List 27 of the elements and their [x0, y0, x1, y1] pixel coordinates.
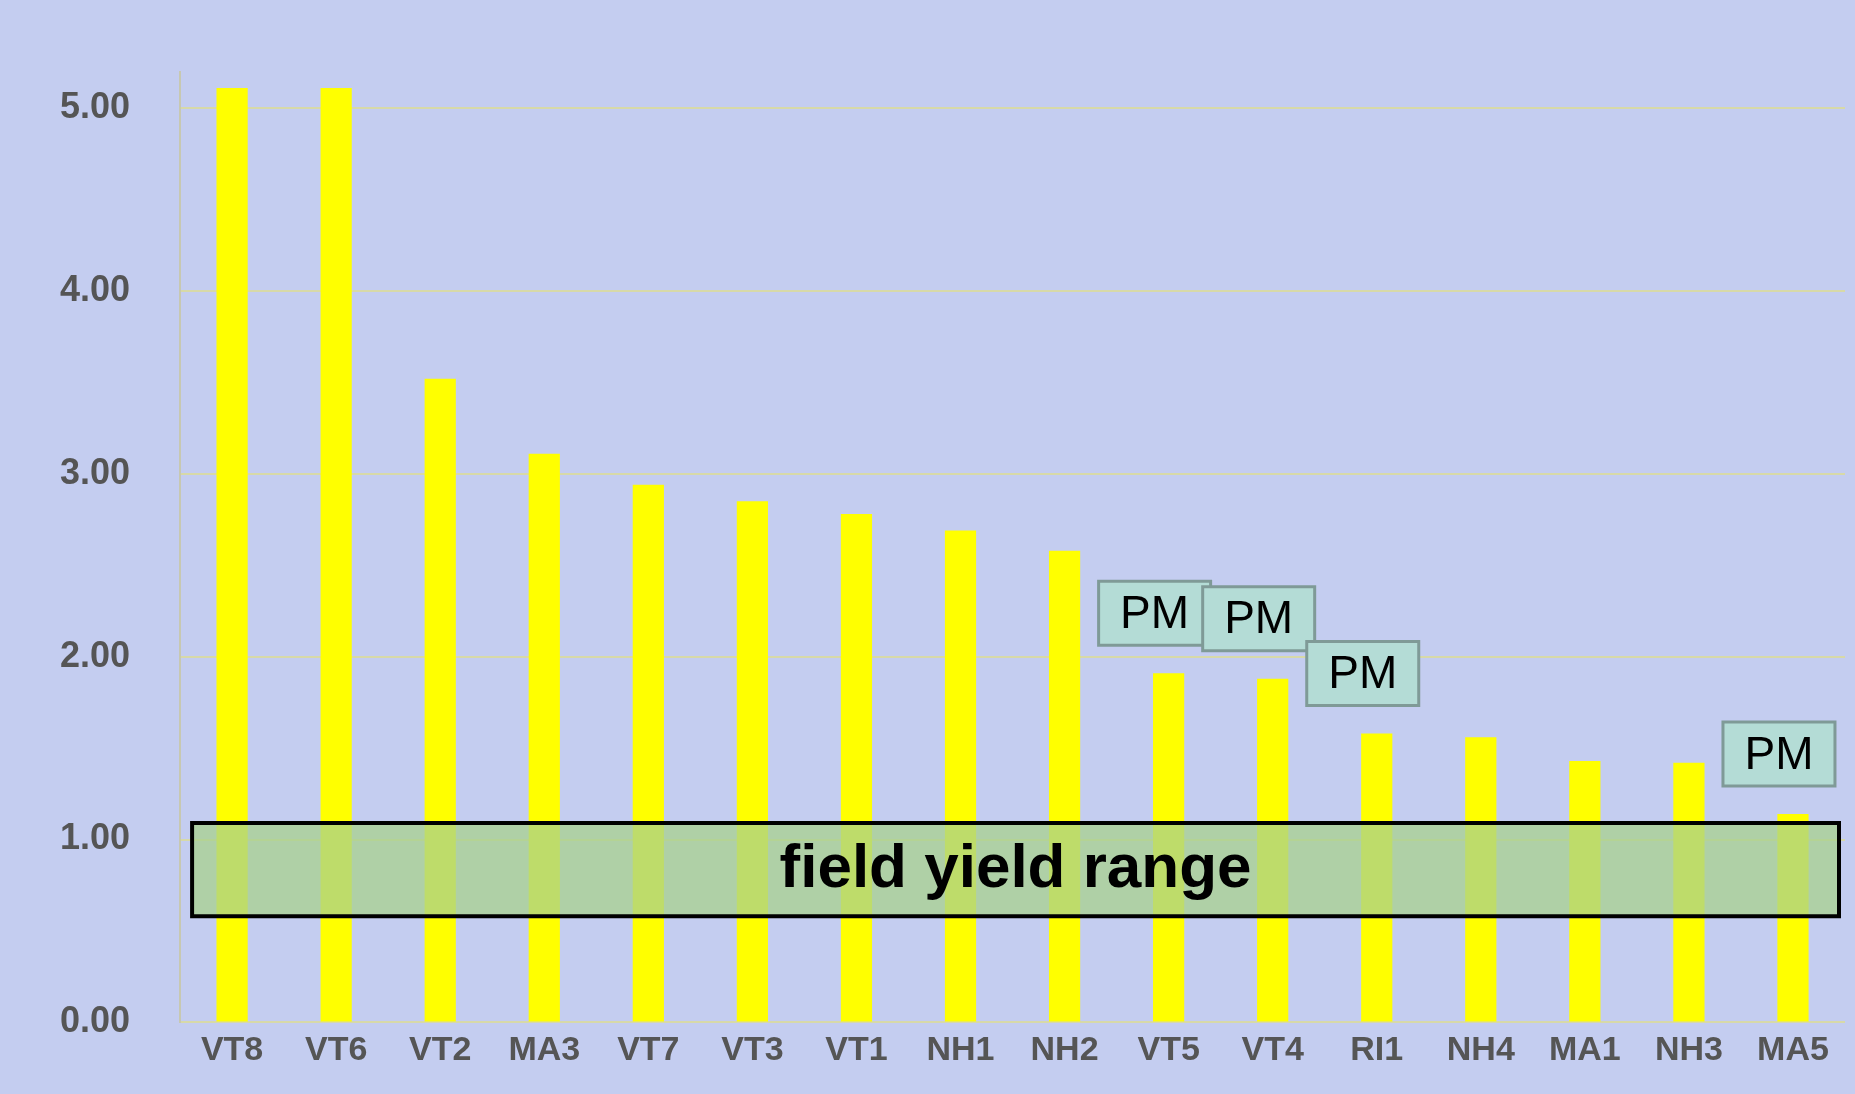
x-tick-label: MA1	[1548, 1029, 1621, 1068]
annotation: PM	[1120, 585, 1190, 638]
x-tick-label: VT6	[304, 1029, 368, 1068]
x-tick-label: VT8	[200, 1029, 264, 1068]
y-tick-label: 0.00	[59, 999, 131, 1041]
y-tick-label: 1.00	[59, 816, 131, 858]
x-tick-label: NH1	[926, 1029, 995, 1068]
x-tick-label: VT4	[1241, 1029, 1304, 1068]
x-tick-label: NH4	[1446, 1029, 1515, 1068]
annotation: PM	[1328, 646, 1398, 699]
x-tick-label: VT1	[825, 1029, 888, 1068]
x-tick-label: MA3	[508, 1029, 581, 1068]
annotation: PM	[1744, 726, 1814, 779]
x-tick-label: VT5	[1137, 1029, 1200, 1068]
x-tick-label: VT2	[409, 1029, 472, 1068]
x-tick-label: NH2	[1030, 1029, 1099, 1068]
y-tick-label: 3.00	[59, 450, 131, 492]
x-tick-label: VT3	[721, 1029, 784, 1068]
y-tick-label: 2.00	[59, 633, 131, 675]
x-tick-label: RI1	[1350, 1029, 1404, 1068]
annotation: PM	[1224, 591, 1294, 644]
y-tick-label: 5.00	[59, 85, 131, 127]
y-tick-label: 4.00	[59, 267, 131, 309]
x-tick-label: VT7	[617, 1029, 680, 1068]
x-tick-label: NH3	[1654, 1029, 1723, 1068]
x-tick-label: MA5	[1757, 1029, 1829, 1068]
band-label: field yield range	[779, 830, 1252, 900]
